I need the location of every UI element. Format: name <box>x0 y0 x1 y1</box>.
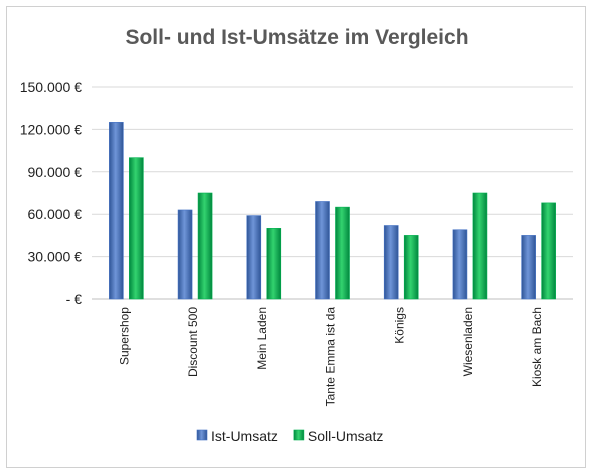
legend-label: Ist-Umsatz <box>211 428 278 444</box>
bar-ist <box>246 215 262 300</box>
x-category-label: Discount 500 <box>186 307 200 377</box>
y-tick-label: - € <box>66 291 83 307</box>
grid-lines <box>92 86 573 300</box>
legend-swatch <box>293 429 305 441</box>
bar-soll <box>129 157 144 300</box>
chart-title: Soll- und Ist-Umsätze im Vergleich <box>125 26 468 49</box>
x-category-label: Königs <box>392 307 406 344</box>
bar-soll <box>472 192 488 300</box>
legend-swatch <box>196 429 208 441</box>
bar-soll <box>541 202 556 300</box>
bar-ist <box>109 122 124 300</box>
y-tick-label: 150.000 € <box>20 79 82 95</box>
bar-soll <box>197 192 213 300</box>
x-category-label: Tante Emma ist da <box>324 307 338 407</box>
y-tick-label: 30.000 € <box>28 249 83 265</box>
bar-ist <box>452 229 468 300</box>
y-tick-label: 90.000 € <box>28 164 83 180</box>
bar-soll <box>266 228 282 300</box>
bar-ist <box>521 235 536 300</box>
bar-ist <box>383 225 399 300</box>
bar-soll <box>403 235 419 300</box>
x-category-label: Mein Laden <box>255 307 269 370</box>
y-tick-label: 60.000 € <box>28 206 83 222</box>
x-category-label: Wiesenladen <box>461 307 475 376</box>
bar-soll <box>335 206 350 300</box>
bar-ist <box>177 209 193 300</box>
chart-frame <box>6 6 586 468</box>
bars <box>109 122 556 300</box>
x-category-label: Supershop <box>118 307 132 365</box>
x-category-label: Kiosk am Bach <box>530 307 544 387</box>
legend: Ist-Umsatz Soll-Umsatz <box>196 428 383 444</box>
y-axis-tick-labels: - € 30.000 € 60.000 € 90.000 € 120.000 € 150.… <box>20 79 83 307</box>
legend-label: Soll-Umsatz <box>308 428 383 444</box>
bar-ist <box>315 201 330 300</box>
x-axis-category-labels: Supershop Discount 500 Mein Laden Tante Emm… <box>118 307 544 407</box>
y-tick-label: 120.000 € <box>20 121 82 137</box>
